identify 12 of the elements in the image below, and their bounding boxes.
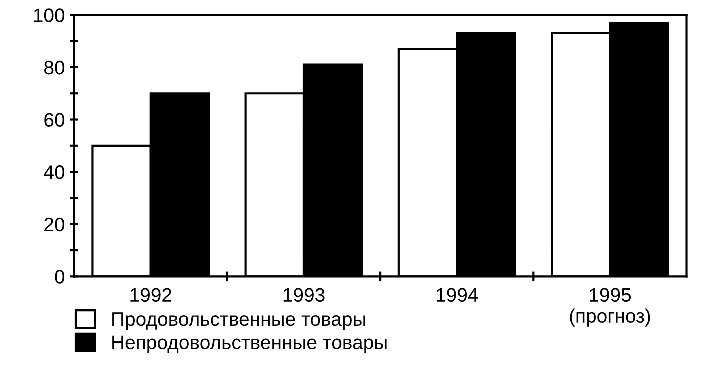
y-tick-label: 40: [44, 166, 65, 180]
y-tick-label: 80: [44, 60, 65, 75]
legend-label: Непродовольственные товары: [112, 336, 387, 354]
x-tick-label: 1994: [436, 288, 478, 302]
y-tick-label: 0: [55, 270, 65, 284]
y-tick-label: 100: [34, 8, 65, 22]
y-tick-label: 60: [44, 113, 65, 127]
legend-label: Продовольственные товары: [112, 312, 366, 330]
y-tick-label: 20: [44, 218, 65, 232]
x-tick-label: 1992: [130, 288, 172, 302]
x-tick-label: 1993: [284, 288, 325, 302]
x-tick-label: 1995 (прогноз): [570, 288, 650, 327]
